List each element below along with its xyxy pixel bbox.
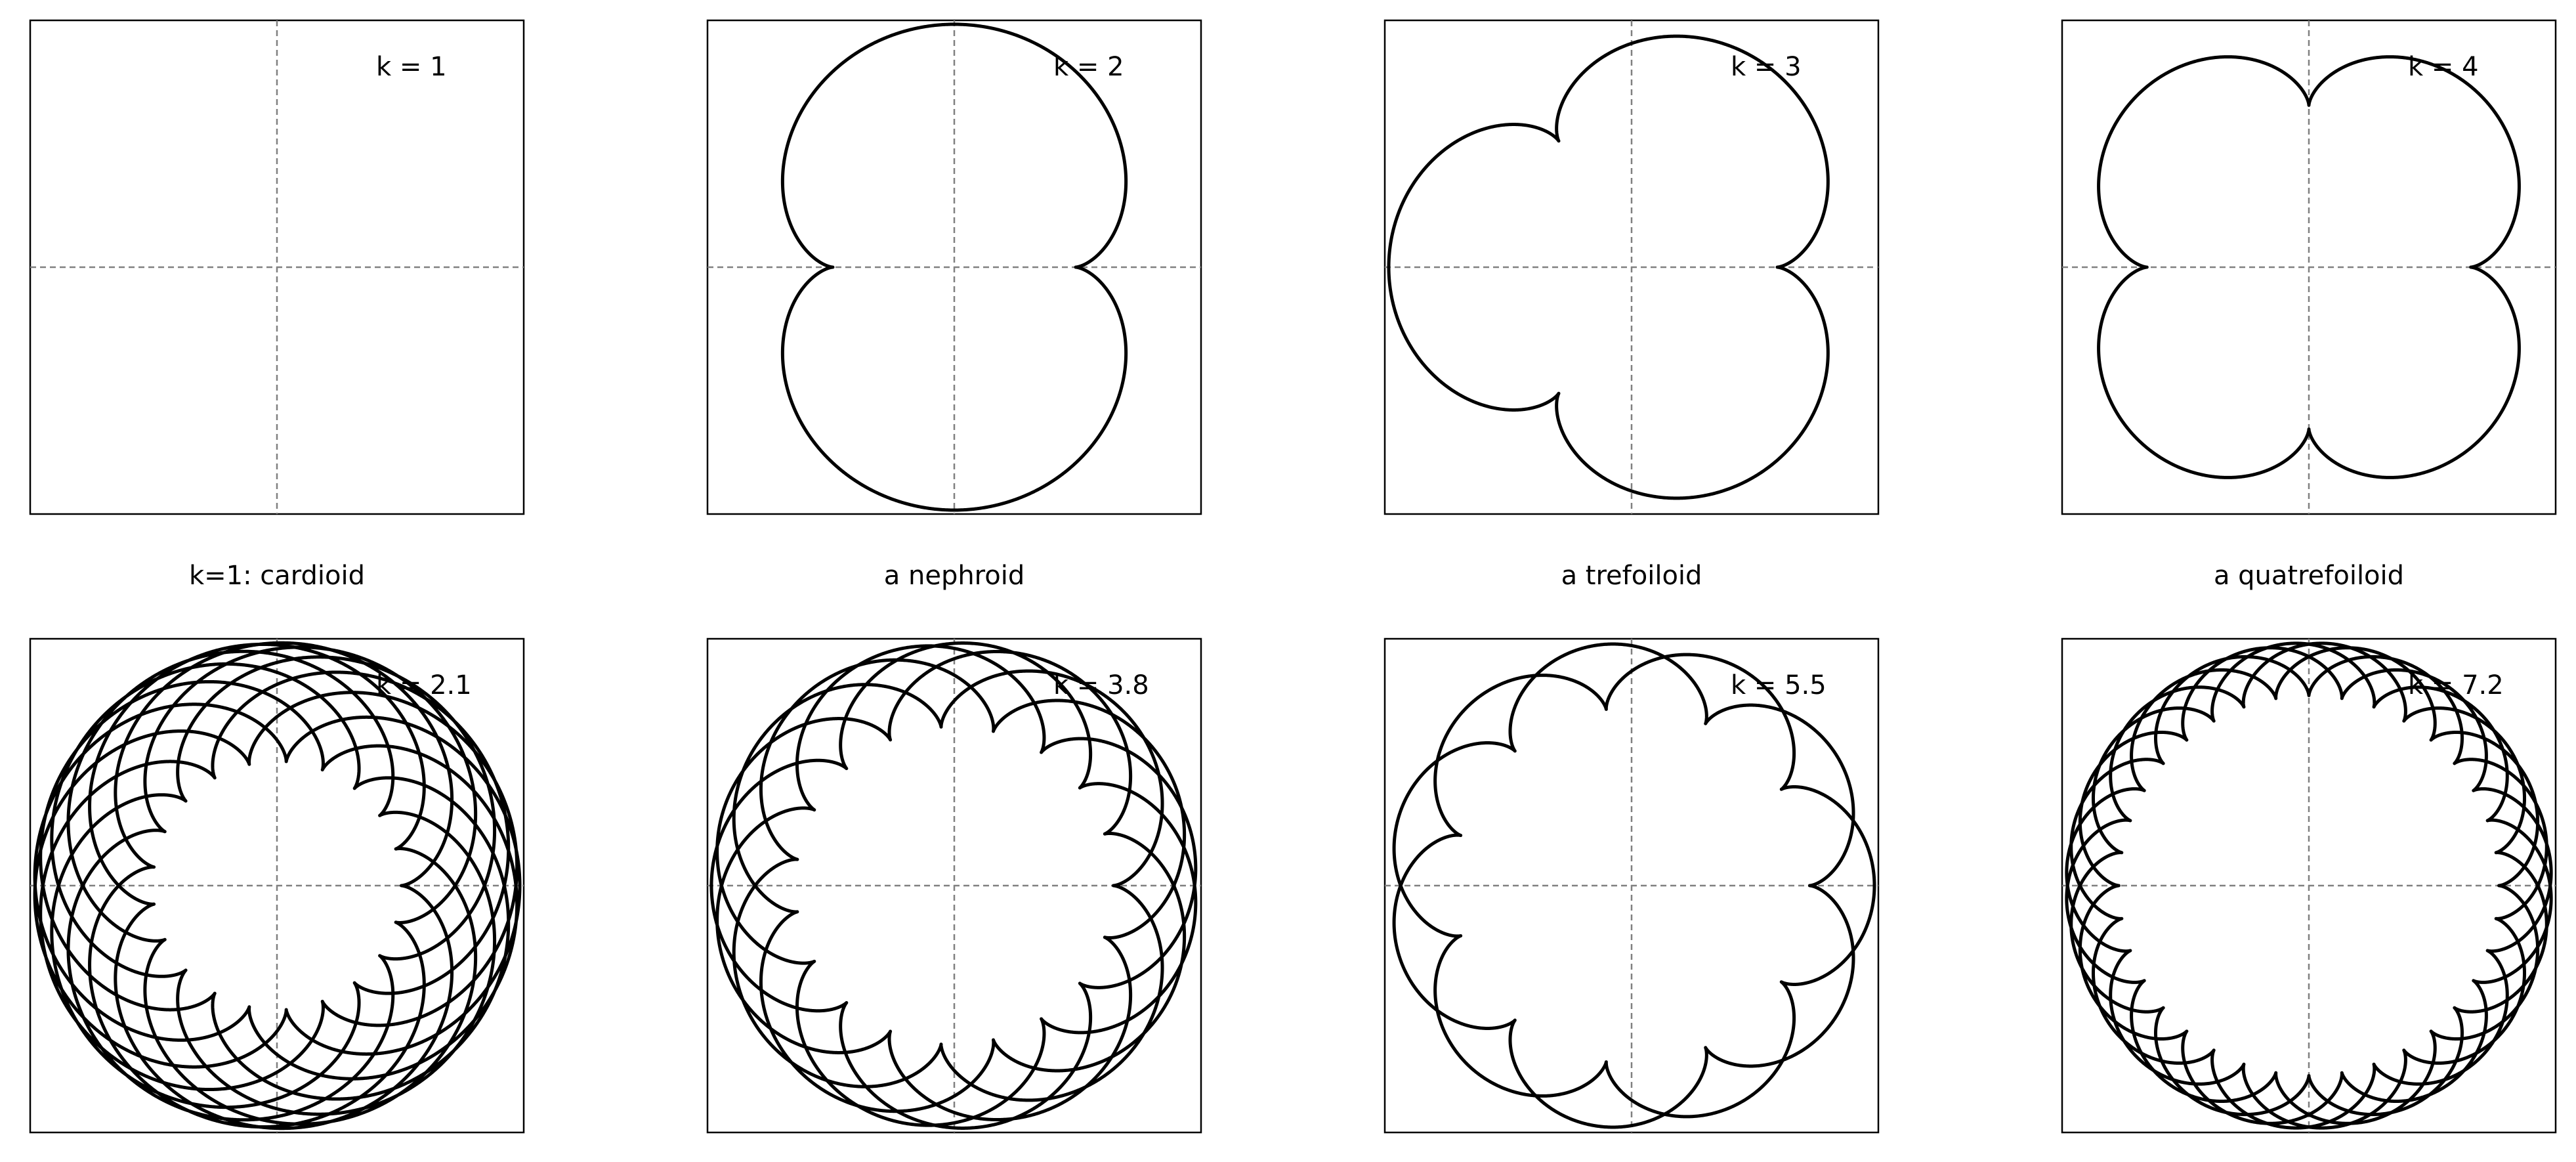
epicycloid-curve — [1387, 34, 1830, 500]
k-value-label: k = 3.8 — [1053, 670, 1149, 700]
k-value-label: k = 1 — [376, 52, 447, 82]
k-value-label: k = 7.2 — [2408, 670, 2504, 700]
panel-2: k = 2 a nephroid — [706, 19, 1202, 591]
panel-caption: a trefoiloid — [1561, 561, 1702, 591]
panel-caption: a nephroid — [884, 561, 1024, 591]
epicycloid-curve — [33, 641, 522, 1130]
panel-3: k = 3 a trefoiloid — [1383, 19, 1880, 591]
epicycloid-curve — [2065, 641, 2553, 1130]
panel-5: k = 2.1 — [29, 637, 525, 1134]
panel-7: k = 5.5 — [1383, 637, 1880, 1134]
k-value-label: k = 2.1 — [376, 670, 472, 700]
k-value-label: k = 4 — [2408, 52, 2479, 82]
k-value-label: k = 3 — [1731, 52, 1802, 82]
k-value-label: k = 2 — [1053, 52, 1124, 82]
panel-caption: a quatrefoiloid — [2214, 561, 2404, 591]
epicycloid-curve — [709, 641, 1198, 1130]
panel-4: k = 4 a quatrefoiloid — [2061, 19, 2557, 591]
epicycloid-curve — [780, 22, 1128, 512]
epicycloid-curve — [2097, 55, 2521, 479]
panel-8: k = 7.2 — [2061, 637, 2557, 1134]
k-value-label: k = 5.5 — [1731, 670, 1826, 700]
panel-caption: k=1: cardioid — [189, 561, 365, 591]
epicycloid-curve — [1392, 642, 1876, 1129]
panel-grid: k = 1 k=1: cardioid k = 2 a nephroid k = 3 a … — [29, 19, 2557, 1134]
panel-1: k = 1 k=1: cardioid — [29, 19, 525, 591]
panel-6: k = 3.8 — [706, 637, 1202, 1134]
